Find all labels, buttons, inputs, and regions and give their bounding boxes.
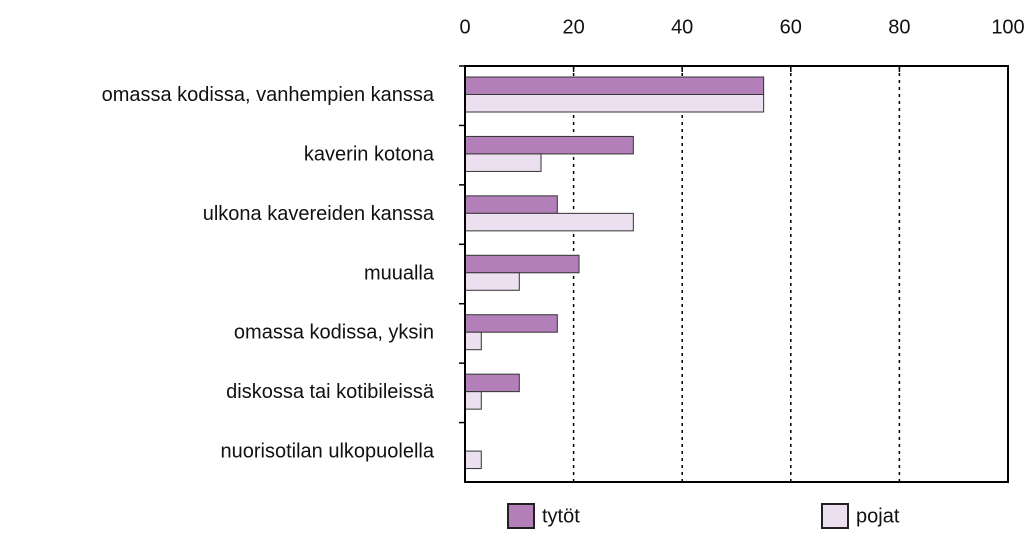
- bar: [464, 314, 558, 333]
- plot-frame: [464, 65, 1009, 483]
- bar: [464, 272, 520, 291]
- x-tick-label: 60: [780, 16, 802, 38]
- bar: [464, 76, 765, 95]
- bar: [464, 153, 542, 172]
- x-tick-label: 40: [671, 16, 693, 38]
- x-tick-label: 80: [888, 16, 910, 38]
- legend-label: pojat: [856, 505, 900, 527]
- legend-swatch: [821, 503, 849, 529]
- legend-swatch: [507, 503, 535, 529]
- y-tick-label: nuorisotilan ulkopuolella: [221, 441, 435, 463]
- x-tick-label: 0: [459, 16, 470, 38]
- bar: [464, 331, 482, 351]
- x-tick-label: 20: [562, 16, 584, 38]
- x-tick-label: 100: [991, 16, 1024, 38]
- y-tick-label: diskossa tai kotibileissä: [226, 381, 435, 403]
- bar: [464, 195, 558, 214]
- bar: [464, 373, 520, 393]
- y-tick-label: omassa kodissa, vanhempien kanssa: [102, 84, 435, 106]
- bar: [464, 254, 580, 274]
- bar: [464, 391, 482, 410]
- y-tick-label: muualla: [364, 262, 435, 284]
- bar: [464, 94, 765, 113]
- legend-label: tytöt: [542, 505, 580, 527]
- y-tick-label: kaverin kotona: [304, 143, 435, 165]
- bar: [464, 135, 634, 155]
- bar: [464, 212, 634, 232]
- bar: [464, 450, 482, 470]
- y-tick-label: ulkona kavereiden kanssa: [203, 203, 435, 225]
- y-tick-label: omassa kodissa, yksin: [234, 322, 434, 344]
